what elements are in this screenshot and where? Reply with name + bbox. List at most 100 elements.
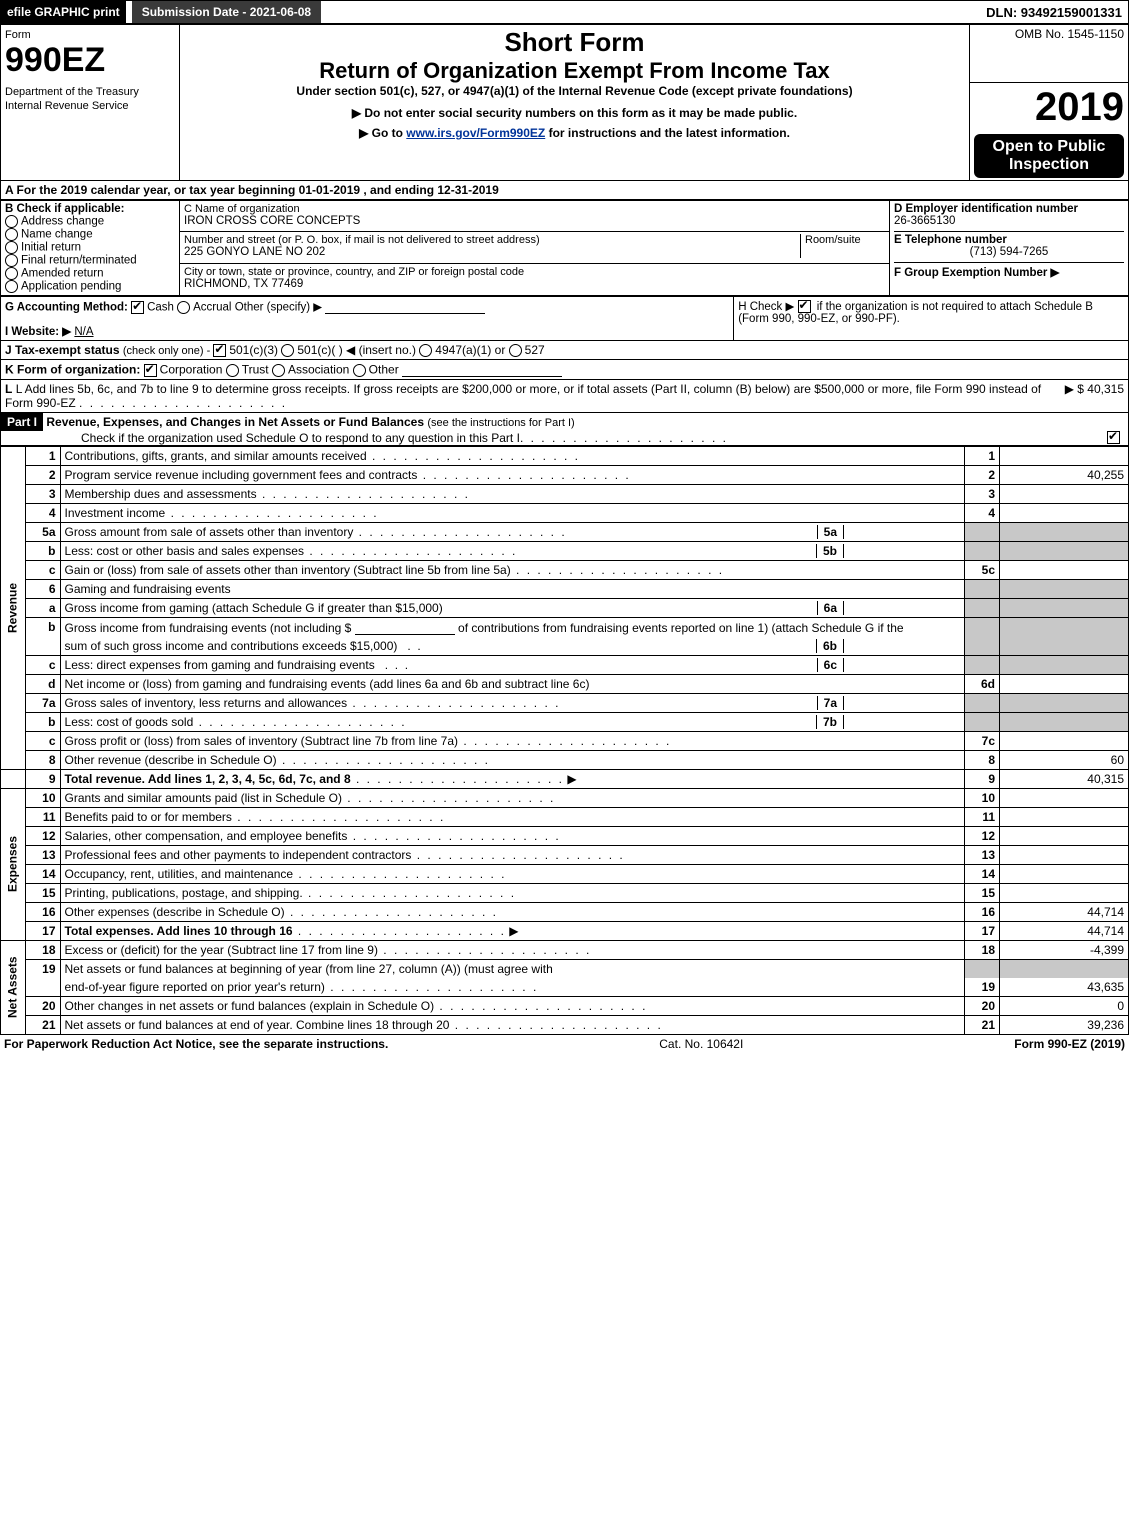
other-org-field[interactable] xyxy=(402,362,562,377)
line-6c-text: Less: direct expenses from gaming and fu… xyxy=(65,658,375,672)
chk-accrual[interactable] xyxy=(177,301,190,314)
chk-schedule-b-not-required[interactable] xyxy=(798,300,811,313)
line-7c-num: 7c xyxy=(965,731,1000,750)
line-7a-text: Gross sales of inventory, less returns a… xyxy=(65,696,348,710)
line-20-num: 20 xyxy=(965,996,1000,1015)
irs-link[interactable]: www.irs.gov/Form990EZ xyxy=(406,126,545,140)
line-5b-text: Less: cost or other basis and sales expe… xyxy=(65,544,304,558)
chk-amended-return[interactable] xyxy=(5,267,18,280)
chk-final-return[interactable] xyxy=(5,254,18,267)
city-value: RICHMOND, TX 77469 xyxy=(184,278,303,290)
chk-527[interactable] xyxy=(509,344,522,357)
submission-date-button[interactable]: Submission Date - 2021-06-08 xyxy=(132,1,321,23)
section-revenue-label: Revenue xyxy=(1,446,26,769)
chk-cash[interactable] xyxy=(131,301,144,314)
phone-value: (713) 594-7265 xyxy=(894,246,1124,258)
opt-accrual: Accrual xyxy=(193,301,231,313)
line-5a-inline-num: 5a xyxy=(817,525,844,539)
box-j-label: J Tax-exempt status xyxy=(5,343,120,357)
line-6-text: Gaming and fundraising events xyxy=(65,582,231,596)
line-11-num: 11 xyxy=(965,807,1000,826)
opt-other-specify: Other (specify) ▶ xyxy=(235,301,322,313)
street-value: 225 GONYO LANE NO 202 xyxy=(184,246,325,258)
form-header: Form 990EZ Short Form Return of Organiza… xyxy=(0,24,1129,181)
line-17-num: 17 xyxy=(965,921,1000,940)
line-11-val xyxy=(1000,807,1129,826)
gross-receipts-amount: ▶ $ 40,315 xyxy=(1057,382,1124,410)
line-20-text: Other changes in net assets or fund bala… xyxy=(65,999,435,1013)
org-name: IRON CROSS CORE CONCEPTS xyxy=(184,215,360,227)
section-expenses-label: Expenses xyxy=(1,788,26,940)
line-20-val: 0 xyxy=(1000,996,1129,1015)
other-specify-field[interactable] xyxy=(325,299,485,314)
line-7b-inline-num: 7b xyxy=(816,715,844,729)
line-13-val xyxy=(1000,845,1129,864)
line-5c-val xyxy=(1000,560,1129,579)
line-9-num: 9 xyxy=(965,769,1000,788)
opt-501c-insert: ) ◀ (insert no.) xyxy=(339,343,416,357)
org-info-block: B Check if applicable: Address change Na… xyxy=(0,200,1129,296)
line-21-text: Net assets or fund balances at end of ye… xyxy=(65,1018,450,1032)
title-return-exempt: Return of Organization Exempt From Incom… xyxy=(184,58,965,84)
chk-corporation[interactable] xyxy=(144,364,157,377)
part1-header: Part I Revenue, Expenses, and Changes in… xyxy=(0,413,1129,446)
gh-row: G Accounting Method: Cash Accrual Other … xyxy=(0,296,1129,341)
line-14-text: Occupancy, rent, utilities, and maintena… xyxy=(65,867,294,881)
dept-treasury: Department of the Treasury xyxy=(5,86,139,98)
efile-print-button[interactable]: efile GRAPHIC print xyxy=(1,1,126,23)
line-10-num: 10 xyxy=(965,788,1000,807)
chk-initial-return[interactable] xyxy=(5,241,18,254)
line-18-text: Excess or (deficit) for the year (Subtra… xyxy=(65,943,378,957)
notice-goto: ▶ Go to www.irs.gov/Form990EZ for instru… xyxy=(184,126,965,140)
line-6c-inline-num: 6c xyxy=(817,658,844,672)
line-6b-text1: Gross income from fundraising events (no… xyxy=(65,621,352,635)
line-1-val xyxy=(1000,446,1129,465)
chk-other-org[interactable] xyxy=(353,364,366,377)
chk-name-change[interactable] xyxy=(5,228,18,241)
top-bar: efile GRAPHIC print Submission Date - 20… xyxy=(0,0,1129,24)
line-19b-text: end-of-year figure reported on prior yea… xyxy=(65,980,325,994)
line-6a-inline-num: 6a xyxy=(817,601,844,615)
line-2-text: Program service revenue including govern… xyxy=(65,468,418,482)
opt-4947a1: 4947(a)(1) or xyxy=(435,343,505,357)
line-17-val: 44,714 xyxy=(1000,921,1129,940)
line-6b-contrib-field[interactable] xyxy=(355,620,455,635)
line-16-text: Other expenses (describe in Schedule O) xyxy=(65,905,285,919)
dln-label: DLN: 93492159001331 xyxy=(986,5,1128,20)
footer-left: For Paperwork Reduction Act Notice, see … xyxy=(4,1037,388,1051)
line-5a-text: Gross amount from sale of assets other t… xyxy=(65,525,354,539)
lineitems-table: Revenue 1 Contributions, gifts, grants, … xyxy=(0,446,1129,1035)
line-18-val: -4,399 xyxy=(1000,940,1129,959)
box-e-label: E Telephone number xyxy=(894,234,1007,246)
line-6a-text: Gross income from gaming (attach Schedul… xyxy=(65,601,443,615)
opt-501c: 501(c)( xyxy=(297,343,338,357)
opt-initial-return: Initial return xyxy=(21,241,81,253)
ein-value: 26-3665130 xyxy=(894,215,955,227)
chk-application-pending[interactable] xyxy=(5,280,18,293)
chk-4947a1[interactable] xyxy=(419,344,432,357)
line-7a-inline-num: 7a xyxy=(817,696,844,710)
website-value: N/A xyxy=(74,326,93,338)
chk-association[interactable] xyxy=(272,364,285,377)
line-12-num: 12 xyxy=(965,826,1000,845)
line-1-num: 1 xyxy=(965,446,1000,465)
line-5b-inline-num: 5b xyxy=(816,544,844,558)
line-13-text: Professional fees and other payments to … xyxy=(65,848,412,862)
line-6b-inline-num: 6b xyxy=(816,639,844,653)
line-14-num: 14 xyxy=(965,864,1000,883)
box-k-label: K Form of organization: xyxy=(5,363,140,377)
line-9-text: Total revenue. Add lines 1, 2, 3, 4, 5c,… xyxy=(65,772,351,786)
line-11-text: Benefits paid to or for members xyxy=(65,810,232,824)
chk-501c[interactable] xyxy=(281,344,294,357)
chk-address-change[interactable] xyxy=(5,215,18,228)
line-9-val: 40,315 xyxy=(1000,769,1129,788)
chk-trust[interactable] xyxy=(226,364,239,377)
line-10-text: Grants and similar amounts paid (list in… xyxy=(65,791,342,805)
chk-501c3[interactable] xyxy=(213,344,226,357)
line-4-val xyxy=(1000,503,1129,522)
line-8-val: 60 xyxy=(1000,750,1129,769)
chk-schedule-o-used[interactable] xyxy=(1107,431,1120,444)
line-6b-text3: sum of such gross income and contributio… xyxy=(65,639,398,653)
line-12-val xyxy=(1000,826,1129,845)
form-number: 990EZ xyxy=(5,41,105,79)
